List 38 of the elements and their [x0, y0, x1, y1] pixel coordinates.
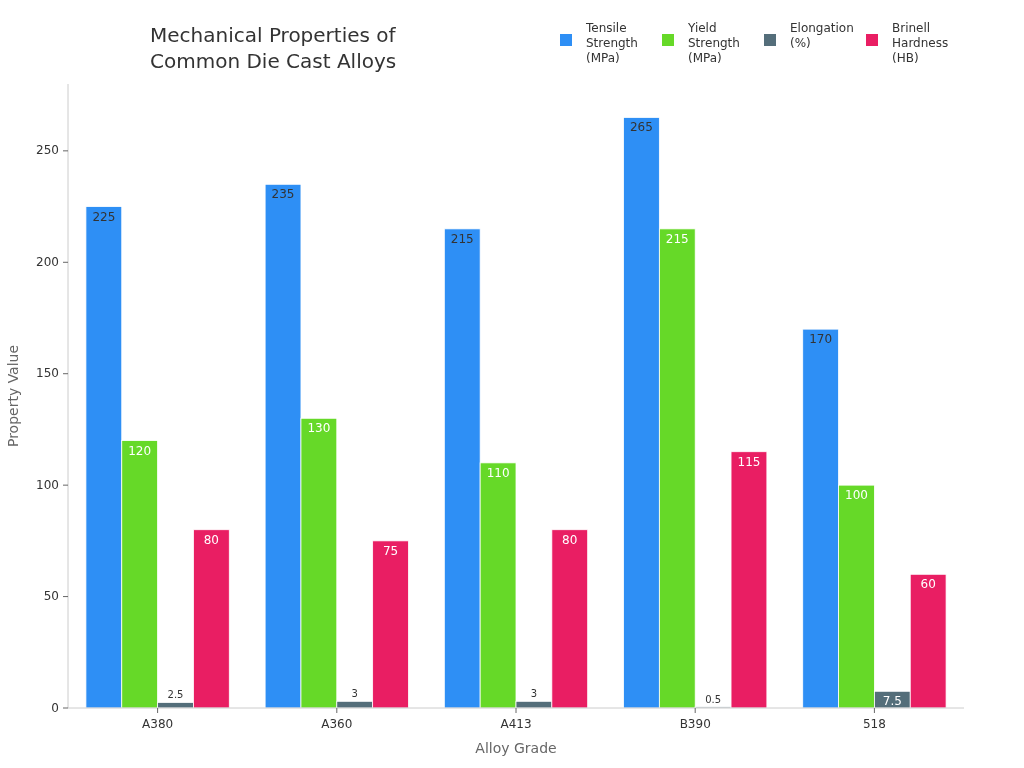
- legend-label: Tensile Strength (MPa): [585, 21, 638, 65]
- y-tick-label: 150: [36, 366, 59, 381]
- data-label: 2.5: [167, 689, 184, 701]
- legend-label: Yield Strength (MPa): [687, 21, 740, 65]
- data-label: 130: [307, 421, 331, 436]
- legend-label: Brinell Hardness (HB): [892, 21, 949, 65]
- data-label: 170: [809, 332, 833, 347]
- y-tick-label: 100: [36, 477, 59, 492]
- data-label: 225: [92, 209, 116, 224]
- data-label: 235: [271, 187, 295, 202]
- data-label: 3: [530, 688, 538, 700]
- data-label: 3: [351, 688, 358, 700]
- x-axis-title: Alloy Grade: [475, 740, 557, 756]
- data-label: 0.5: [705, 693, 722, 705]
- y-axis-title: Property Value: [5, 344, 21, 448]
- y-tick-label: 50: [43, 589, 59, 604]
- chart-title: Mechanical Properties of Common Die Cast Alloys: [150, 23, 397, 73]
- data-label: 100: [845, 488, 868, 503]
- data-label: 75: [382, 543, 399, 558]
- data-label: 115: [737, 454, 761, 469]
- x-tick-label: A360: [321, 717, 353, 731]
- x-tick-label: A380: [142, 717, 174, 731]
- y-tick-label: 200: [36, 254, 59, 269]
- data-label: 110: [486, 465, 510, 480]
- data-label: 80: [562, 532, 578, 547]
- data-label: 215: [450, 231, 474, 246]
- x-tick-label: 518: [862, 717, 886, 731]
- data-label: 215: [665, 231, 689, 246]
- data-label: 80: [203, 532, 219, 547]
- y-tick-label: 250: [36, 143, 59, 158]
- data-label: 265: [629, 120, 653, 135]
- x-tick-label: A413: [500, 717, 532, 731]
- data-label: 60: [920, 577, 936, 592]
- y-tick-label: 0: [51, 700, 59, 715]
- data-label: 7.5: [882, 694, 902, 709]
- data-label: 120: [128, 443, 152, 458]
- legend-label: Elongation (%): [790, 21, 854, 50]
- x-tick-label: B390: [679, 717, 711, 731]
